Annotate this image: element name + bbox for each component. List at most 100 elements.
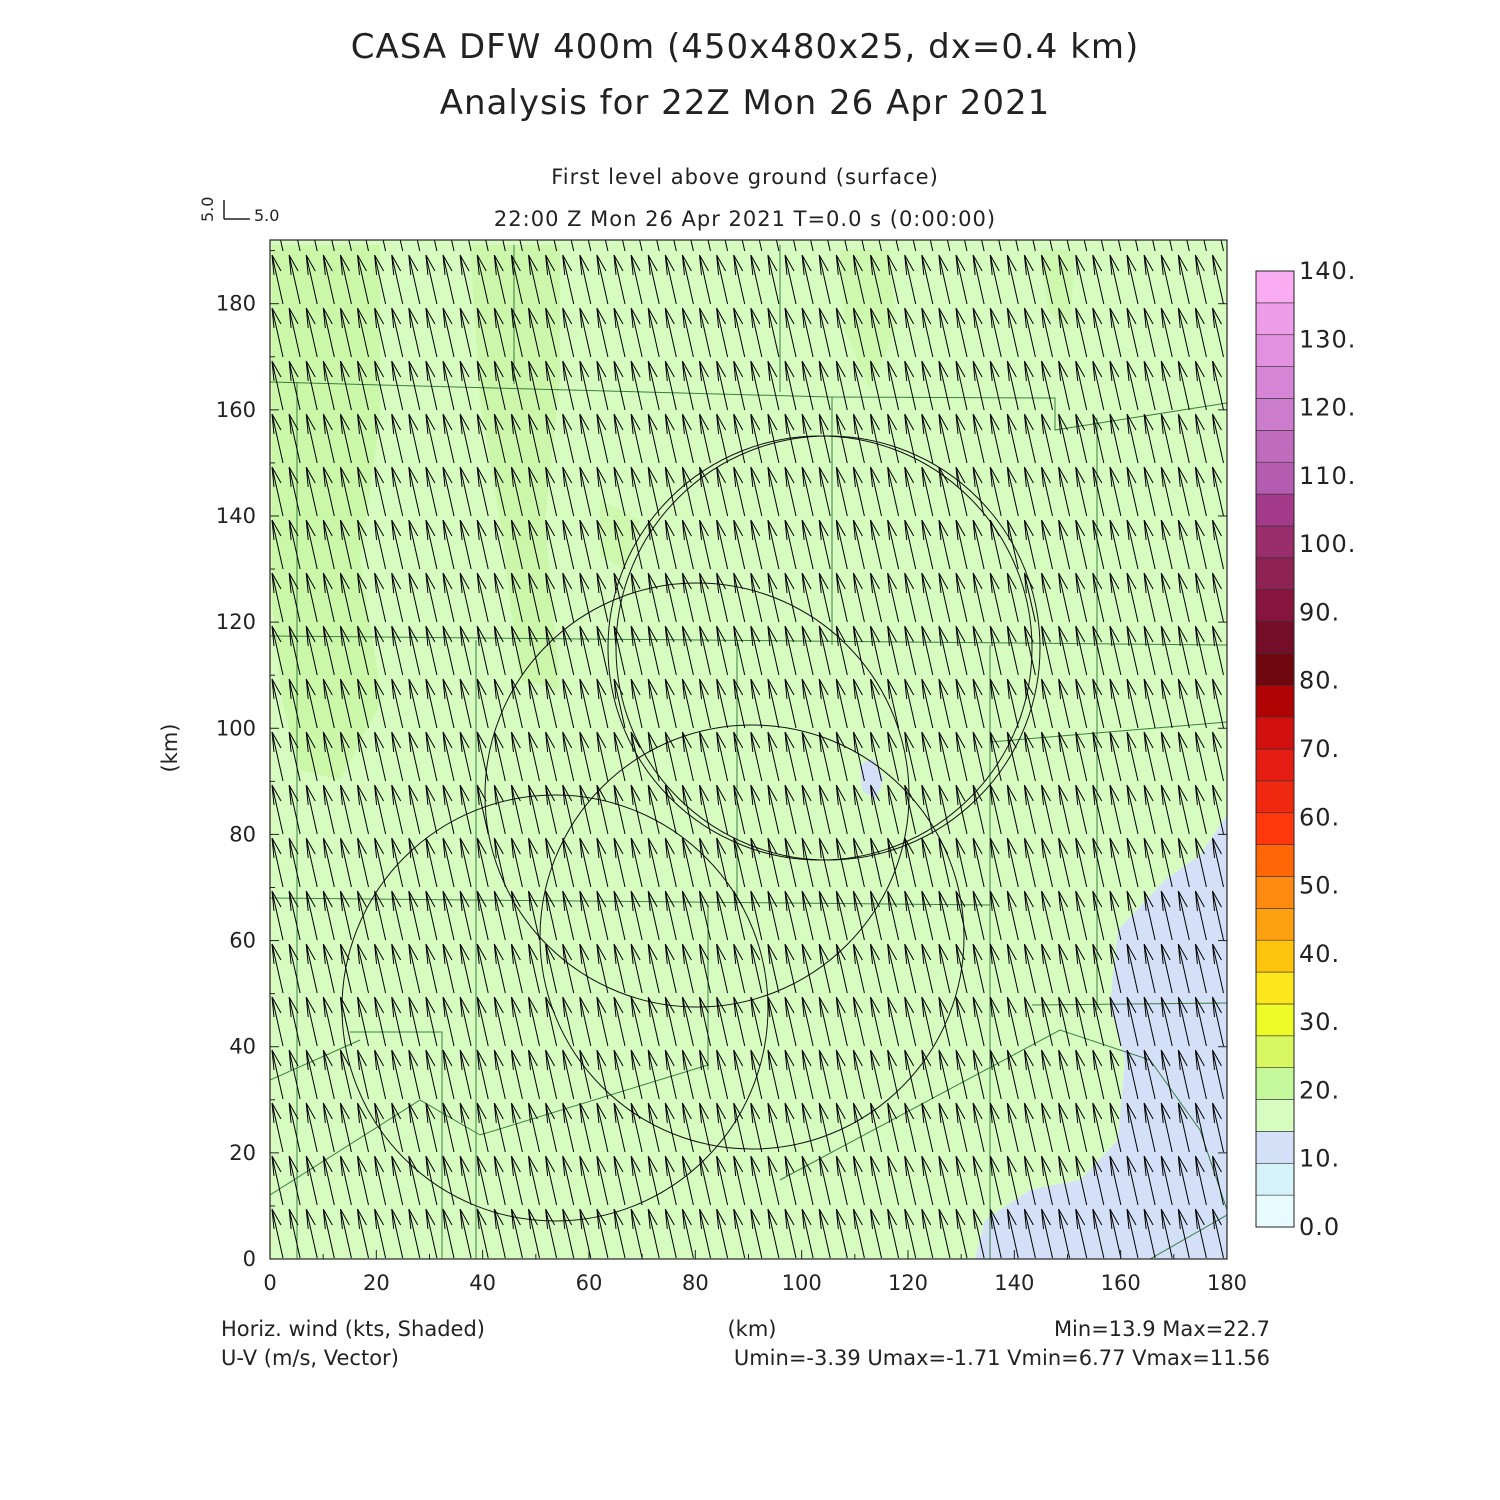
wind-vector	[681, 1102, 694, 1153]
wind-vector	[322, 996, 335, 1047]
wind-vector	[1109, 254, 1122, 305]
wind-vector	[921, 360, 934, 411]
wind-vector	[681, 678, 694, 729]
wind-vector	[374, 1102, 387, 1153]
wind-vector	[852, 254, 865, 305]
wind-vector	[1230, 573, 1241, 622]
wind-vector	[673, 240, 677, 252]
wind-vector	[322, 678, 335, 729]
wind-vector	[613, 360, 626, 411]
wind-vector	[767, 1102, 780, 1153]
radar-range-ring	[484, 582, 910, 1008]
wind-vector	[835, 731, 848, 782]
wind-vector	[442, 1102, 455, 1153]
wind-vector	[357, 1049, 369, 1100]
wind-vector	[280, 240, 284, 252]
wind-vector	[425, 625, 438, 676]
wind-vector	[664, 996, 677, 1047]
wind-vector	[681, 572, 694, 623]
wind-vector	[425, 307, 438, 358]
wind-vector	[955, 1102, 968, 1153]
wind-vector	[1075, 1208, 1088, 1259]
wind-vector	[664, 731, 677, 782]
wind-vector	[1075, 731, 1088, 782]
wind-vector	[630, 625, 643, 676]
wind-vector	[1230, 679, 1241, 728]
wind-vector	[545, 625, 558, 676]
wind-vector	[1075, 413, 1088, 464]
wind-vector	[1212, 360, 1224, 411]
wind-vector	[442, 996, 455, 1047]
wind-vector	[921, 466, 934, 517]
wind-vector	[451, 240, 455, 252]
wind-vector	[391, 890, 404, 941]
wind-vector	[339, 837, 352, 888]
wind-vector	[835, 1155, 848, 1206]
wind-vector	[835, 519, 848, 570]
wind-vector	[1075, 1155, 1088, 1206]
wind-vector	[733, 466, 746, 517]
wind-vector	[955, 519, 968, 570]
wind-vector	[365, 240, 369, 252]
wind-vector	[1160, 572, 1173, 623]
wind-vector	[921, 943, 934, 994]
wind-vector	[339, 678, 352, 729]
wind-vector	[442, 519, 455, 570]
wind-vector	[1177, 837, 1190, 888]
wind-vector	[305, 890, 318, 941]
wind-vector	[391, 678, 404, 729]
wind-vector	[1230, 361, 1241, 410]
wind-vector	[374, 625, 387, 676]
wind-vector	[408, 254, 421, 305]
wind-vector	[1041, 519, 1053, 570]
wind-vector	[716, 413, 729, 464]
wind-vector	[784, 1208, 797, 1259]
colorbar-level-label: 10.	[1299, 1145, 1340, 1173]
wind-vector	[1212, 307, 1224, 358]
wind-vector	[399, 240, 404, 252]
colorbar-segment	[1255, 621, 1295, 654]
colorbar-level-label: 50.	[1299, 872, 1340, 900]
wind-vector	[647, 1208, 660, 1259]
wind-vector	[664, 1155, 677, 1206]
wind-vector	[288, 254, 301, 305]
wind-vector	[733, 943, 746, 994]
wind-vector	[562, 996, 575, 1047]
wind-vector	[955, 307, 968, 358]
wind-vector	[1092, 360, 1105, 411]
wind-vector	[1041, 837, 1053, 888]
wind-vector	[545, 1155, 558, 1206]
wind-vector	[767, 1155, 780, 1206]
wind-vector	[904, 1102, 917, 1153]
wind-vector	[502, 240, 506, 252]
wind-vector	[545, 1208, 558, 1259]
wind-vector	[459, 678, 472, 729]
wind-vector	[476, 519, 489, 570]
wind-vector	[887, 307, 900, 358]
wind-vector	[1177, 890, 1190, 941]
wind-vector	[442, 1049, 455, 1100]
wind-vector	[1143, 784, 1156, 835]
wind-vector	[1006, 254, 1019, 305]
wind-vector	[887, 254, 900, 305]
wind-vector	[870, 625, 882, 676]
wind-vector	[271, 890, 284, 941]
wind-vector	[818, 1049, 831, 1100]
wind-vector	[1058, 625, 1071, 676]
wind-vector	[972, 413, 985, 464]
wind-vector	[707, 240, 711, 252]
wind-vector	[904, 1208, 917, 1259]
wind-vector	[1194, 1155, 1207, 1206]
wind-vector	[647, 1102, 660, 1153]
wind-vector	[1006, 784, 1019, 835]
wind-vector	[1109, 466, 1122, 517]
wind-vector	[1006, 466, 1019, 517]
wind-vector	[613, 784, 626, 835]
wind-vector	[288, 890, 301, 941]
wind-vector	[596, 413, 609, 464]
wind-vector	[852, 307, 865, 358]
wind-vector	[322, 890, 335, 941]
wind-vector	[528, 572, 540, 623]
wind-vector	[391, 307, 404, 358]
wind-vector	[374, 890, 387, 941]
